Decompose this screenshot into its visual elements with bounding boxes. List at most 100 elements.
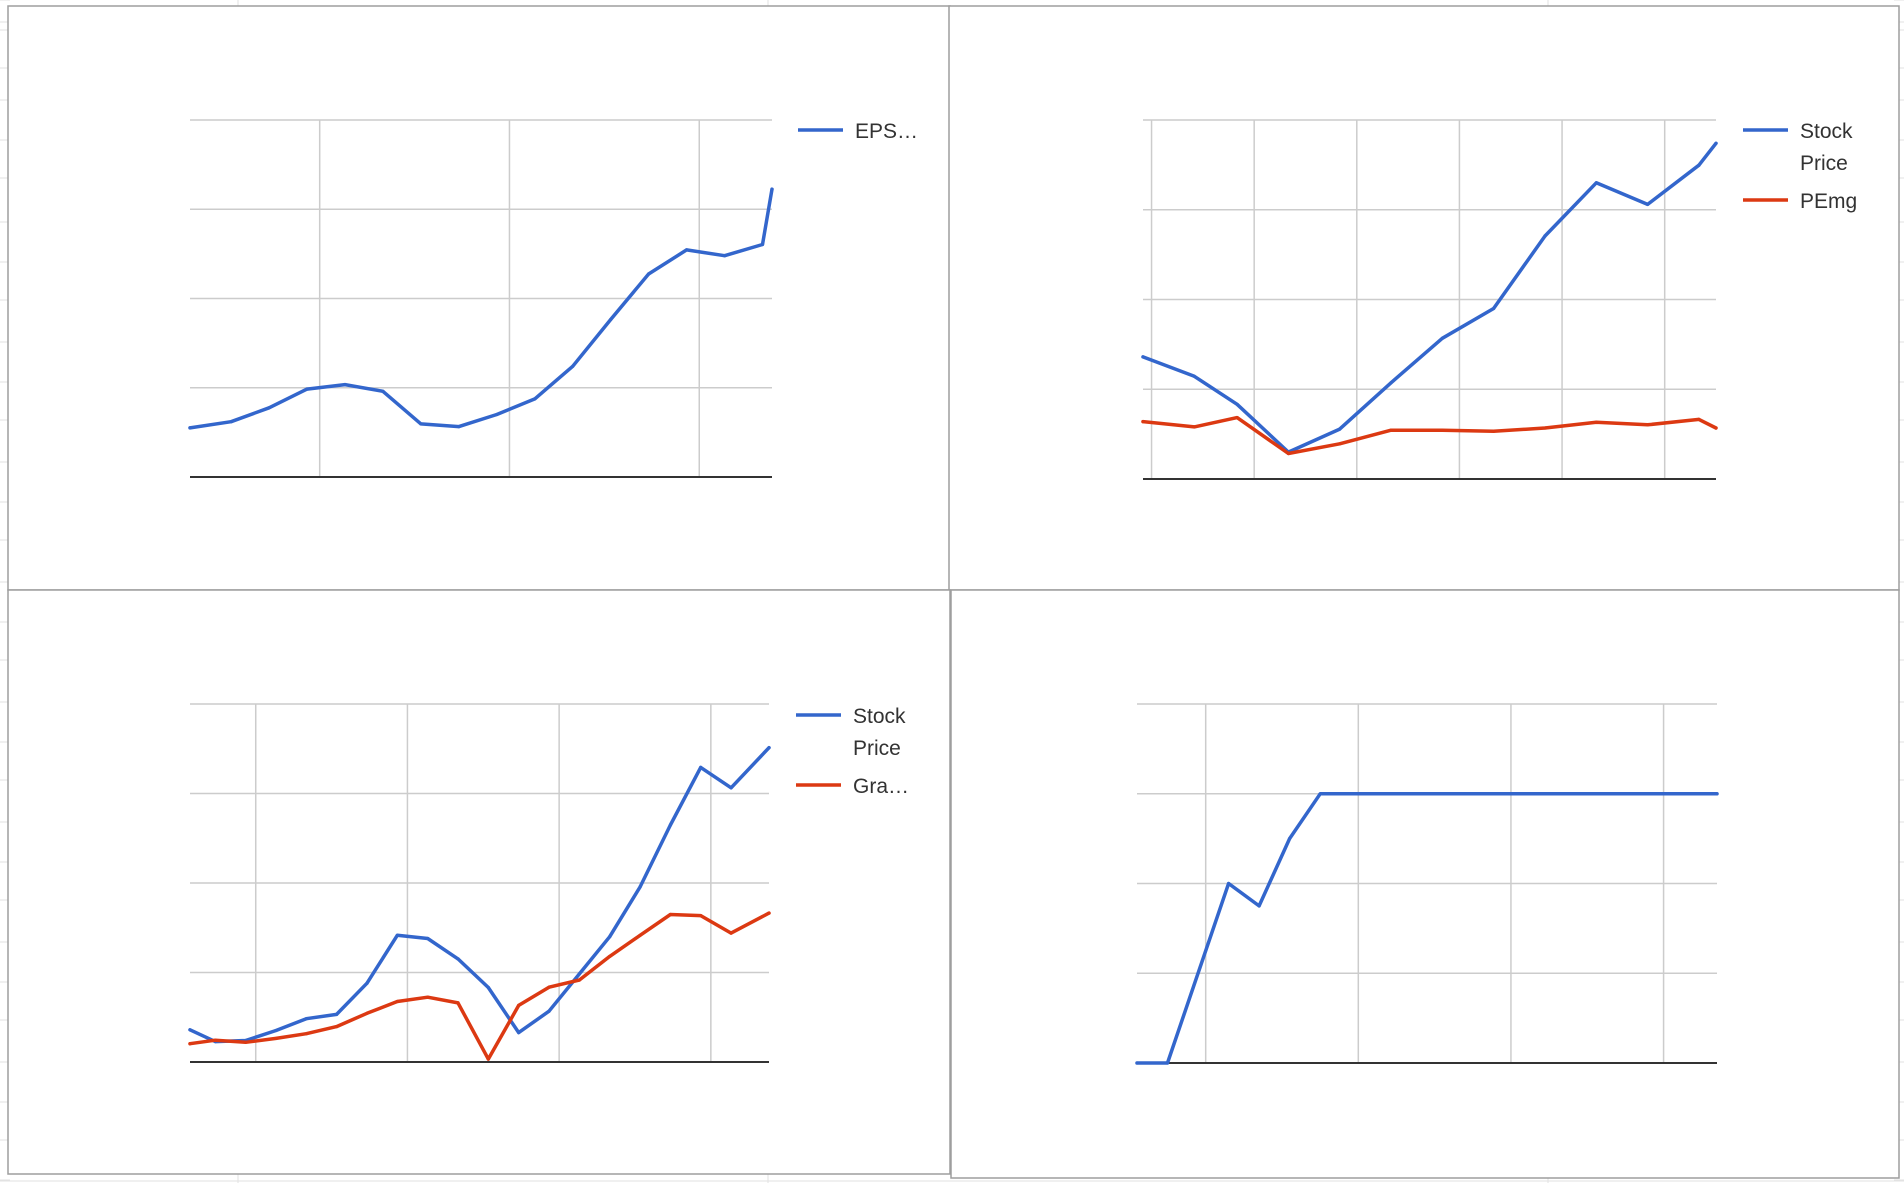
data-point — [577, 972, 582, 976]
chart-legend: EPS… — [798, 120, 918, 143]
chart-panel-2: Stock Price PEmg — [948, 5, 1900, 591]
data-point — [1135, 1061, 1139, 1065]
data-point — [608, 954, 612, 959]
data-point — [188, 1028, 192, 1032]
chart-panel-4 — [950, 589, 1900, 1179]
data-point — [638, 933, 642, 937]
chart-legend: Stock Price PEmg — [1743, 120, 1857, 213]
data-point — [1192, 374, 1196, 378]
data-point — [395, 933, 399, 937]
series-1 — [1141, 141, 1718, 454]
data-point — [229, 420, 233, 424]
data-point — [517, 1003, 521, 1008]
data-point — [1646, 202, 1650, 206]
data-point — [1492, 429, 1496, 433]
chart-panel-border — [948, 5, 1900, 591]
data-point — [426, 936, 430, 941]
chart-panels: EPS… Stock Price PEmg Stock Price Gra… — [7, 5, 1900, 1179]
data-point — [1141, 420, 1145, 424]
data-point — [723, 254, 727, 258]
data-point — [305, 387, 309, 391]
legend-entry-label: Stock Price — [853, 705, 906, 760]
data-point — [365, 981, 369, 985]
data-point — [365, 1011, 369, 1015]
data-point — [1646, 423, 1650, 427]
data-point — [1715, 792, 1719, 796]
series-1 — [1135, 792, 1719, 1065]
data-point — [729, 786, 733, 790]
data-point — [685, 248, 689, 252]
data-point — [1318, 792, 1322, 796]
series-1 — [188, 745, 771, 1044]
data-point — [1286, 451, 1290, 456]
data-point — [729, 931, 733, 935]
data-point — [1697, 163, 1701, 167]
data-point — [760, 242, 765, 247]
data-point — [188, 426, 192, 430]
data-point — [486, 985, 490, 990]
series-2 — [1141, 415, 1718, 456]
data-point — [395, 999, 399, 1004]
data-point — [1492, 306, 1496, 311]
data-point — [304, 1032, 308, 1036]
data-point — [1389, 381, 1393, 385]
data-point — [517, 1031, 521, 1035]
data-point — [1192, 425, 1196, 429]
data-point — [486, 1057, 490, 1061]
data-point — [647, 272, 651, 276]
data-point — [335, 1025, 339, 1029]
data-point — [577, 978, 582, 982]
data-point — [244, 1040, 248, 1044]
data-point — [1714, 141, 1718, 145]
series-line — [188, 911, 771, 1061]
series-line — [188, 745, 771, 1044]
data-point — [1257, 904, 1261, 908]
chart-legend: Stock Price Gra… — [796, 705, 909, 798]
data-point — [419, 422, 423, 426]
data-point — [668, 912, 673, 917]
data-point — [770, 187, 774, 191]
data-point — [1714, 426, 1718, 430]
data-point — [699, 914, 703, 918]
data-point — [274, 1028, 278, 1033]
data-point — [547, 1009, 551, 1013]
data-point — [699, 765, 703, 770]
data-point — [1338, 427, 1342, 431]
data-point — [1594, 181, 1598, 185]
data-point — [381, 389, 385, 393]
data-point — [1227, 881, 1231, 886]
data-point — [1389, 428, 1393, 432]
data-point — [1288, 837, 1292, 841]
legend-entry-label: EPS… — [855, 120, 918, 143]
data-point — [1543, 234, 1547, 238]
data-point — [1697, 417, 1701, 421]
data-point — [571, 364, 575, 368]
data-point — [609, 317, 613, 322]
legend-entry-label: Stock Price — [1800, 120, 1853, 175]
data-point — [456, 957, 460, 961]
data-point — [456, 1001, 460, 1005]
data-point — [608, 935, 612, 939]
chart-panel-3: Stock Price Gra… — [7, 589, 951, 1175]
data-point — [1594, 420, 1598, 424]
chart-panel-1: EPS… — [7, 5, 951, 591]
data-point — [304, 1017, 308, 1021]
data-point — [274, 1036, 278, 1040]
data-point — [188, 1042, 192, 1046]
data-point — [767, 911, 771, 915]
data-point — [1141, 355, 1145, 359]
data-point — [533, 397, 537, 401]
data-point — [1338, 442, 1342, 446]
data-point — [1440, 428, 1444, 432]
data-point — [1543, 426, 1547, 430]
data-point — [638, 885, 642, 889]
data-point — [213, 1038, 217, 1042]
data-point — [495, 412, 499, 417]
series-1 — [188, 187, 774, 430]
data-point — [547, 985, 551, 989]
data-point — [457, 425, 461, 429]
data-point — [267, 406, 271, 410]
data-point — [1235, 402, 1239, 406]
